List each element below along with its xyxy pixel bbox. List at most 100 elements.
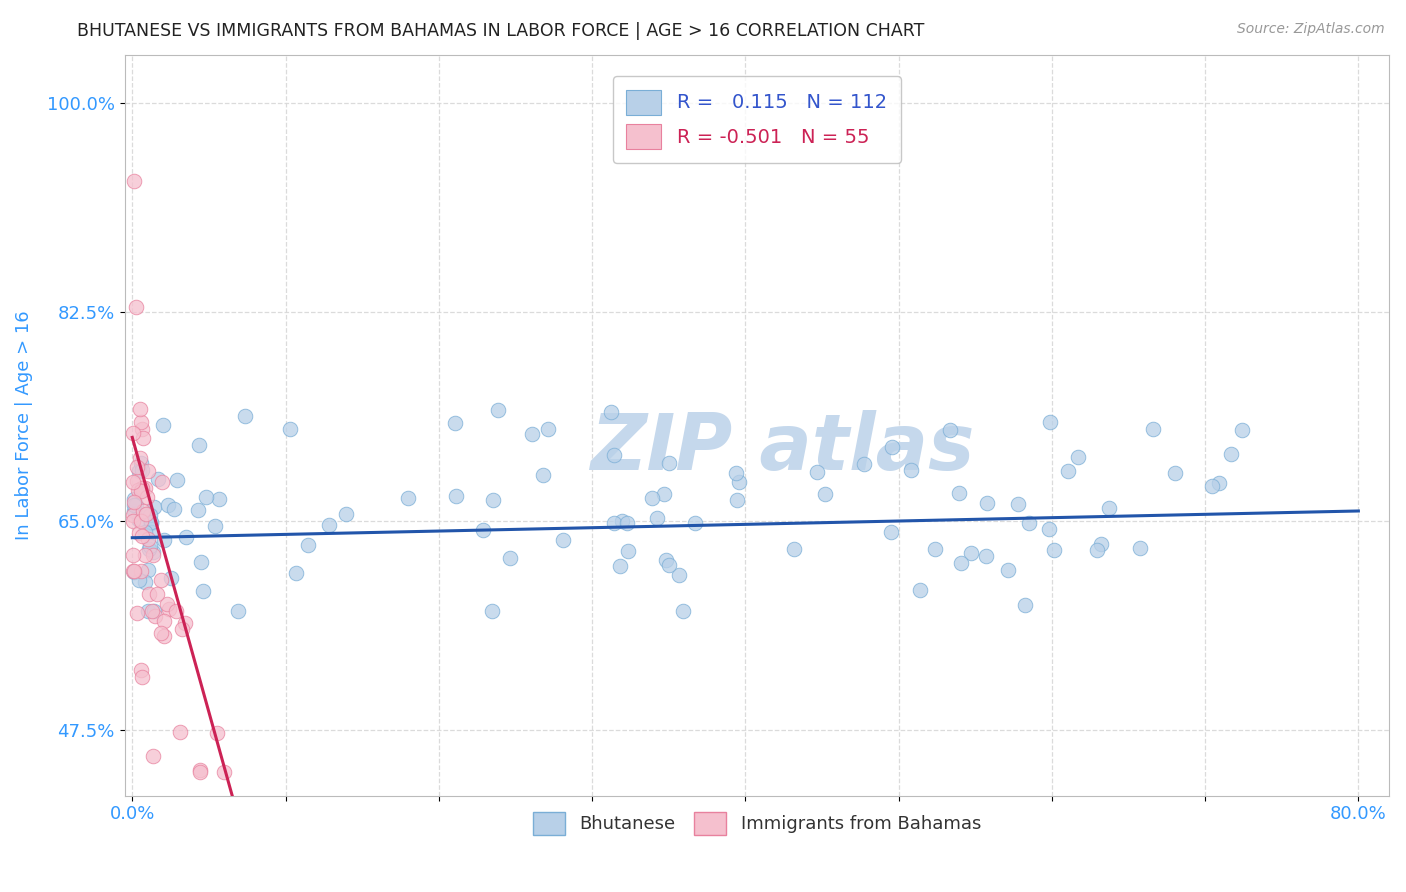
Point xyxy=(122,495,145,509)
Point xyxy=(122,425,145,440)
Point xyxy=(1142,422,1164,436)
Point xyxy=(146,472,169,486)
Point xyxy=(136,604,159,618)
Point xyxy=(783,541,806,556)
Point xyxy=(135,490,157,504)
Point xyxy=(655,553,678,567)
Point xyxy=(609,559,631,574)
Point xyxy=(128,526,150,541)
Point xyxy=(602,516,624,530)
Point xyxy=(122,508,145,522)
Point xyxy=(142,604,165,618)
Y-axis label: In Labor Force | Age > 16: In Labor Force | Age > 16 xyxy=(15,310,32,541)
Point xyxy=(396,491,419,505)
Point xyxy=(531,467,554,482)
Legend: Bhutanese, Immigrants from Bahamas: Bhutanese, Immigrants from Bahamas xyxy=(526,805,988,842)
Point xyxy=(125,459,148,474)
Point xyxy=(645,510,668,524)
Point xyxy=(725,493,748,508)
Point xyxy=(444,489,467,503)
Point xyxy=(128,464,150,478)
Point xyxy=(882,440,904,454)
Point xyxy=(207,725,229,739)
Point xyxy=(900,463,922,477)
Point xyxy=(195,490,218,504)
Point xyxy=(974,549,997,564)
Point xyxy=(129,565,152,579)
Point xyxy=(124,491,146,506)
Point xyxy=(134,574,156,589)
Point xyxy=(612,514,634,528)
Point xyxy=(1085,543,1108,558)
Point xyxy=(522,426,544,441)
Point xyxy=(187,438,209,452)
Point xyxy=(139,539,162,553)
Point xyxy=(121,548,143,562)
Point xyxy=(131,663,153,677)
Point xyxy=(318,517,340,532)
Point xyxy=(142,549,165,563)
Point xyxy=(939,423,962,437)
Point xyxy=(125,300,148,314)
Point xyxy=(1129,541,1152,556)
Point xyxy=(1039,416,1062,430)
Point xyxy=(156,597,179,611)
Point xyxy=(1230,423,1253,437)
Point xyxy=(131,463,153,477)
Point xyxy=(165,603,187,617)
Point xyxy=(188,763,211,777)
Point xyxy=(924,541,946,556)
Point xyxy=(297,537,319,551)
Point xyxy=(141,515,163,529)
Point xyxy=(131,422,153,436)
Text: ZIP atlas: ZIP atlas xyxy=(591,409,974,485)
Point xyxy=(616,516,638,530)
Point xyxy=(727,475,749,489)
Point xyxy=(131,670,153,684)
Point xyxy=(204,519,226,533)
Point xyxy=(1066,450,1088,464)
Point xyxy=(138,508,160,523)
Point xyxy=(141,516,163,531)
Point xyxy=(226,604,249,618)
Point xyxy=(233,409,256,423)
Point xyxy=(141,604,163,618)
Point xyxy=(149,626,172,640)
Point xyxy=(472,523,495,537)
Text: BHUTANESE VS IMMIGRANTS FROM BAHAMAS IN LABOR FORCE | AGE > 16 CORRELATION CHART: BHUTANESE VS IMMIGRANTS FROM BAHAMAS IN … xyxy=(77,22,925,40)
Point xyxy=(138,587,160,601)
Point xyxy=(156,498,179,512)
Point xyxy=(997,563,1019,577)
Point xyxy=(143,500,166,514)
Point xyxy=(1219,447,1241,461)
Point xyxy=(1098,501,1121,516)
Point xyxy=(668,568,690,582)
Point xyxy=(640,491,662,505)
Point xyxy=(134,525,156,540)
Point xyxy=(129,456,152,470)
Point xyxy=(143,609,166,624)
Point xyxy=(176,530,198,544)
Point xyxy=(1090,537,1112,551)
Point xyxy=(652,486,675,500)
Point xyxy=(187,503,209,517)
Point xyxy=(190,555,212,569)
Point xyxy=(658,456,681,470)
Point xyxy=(174,615,197,630)
Point xyxy=(128,574,150,588)
Point xyxy=(600,405,623,419)
Point xyxy=(537,422,560,436)
Point xyxy=(122,564,145,578)
Point xyxy=(1208,475,1230,490)
Point xyxy=(1007,497,1029,511)
Point xyxy=(976,496,998,510)
Point xyxy=(672,604,695,618)
Point xyxy=(950,557,973,571)
Point xyxy=(960,546,983,560)
Point xyxy=(125,475,148,489)
Point xyxy=(481,604,503,618)
Point xyxy=(122,564,145,578)
Point xyxy=(129,415,152,429)
Point xyxy=(122,173,145,187)
Point xyxy=(131,514,153,528)
